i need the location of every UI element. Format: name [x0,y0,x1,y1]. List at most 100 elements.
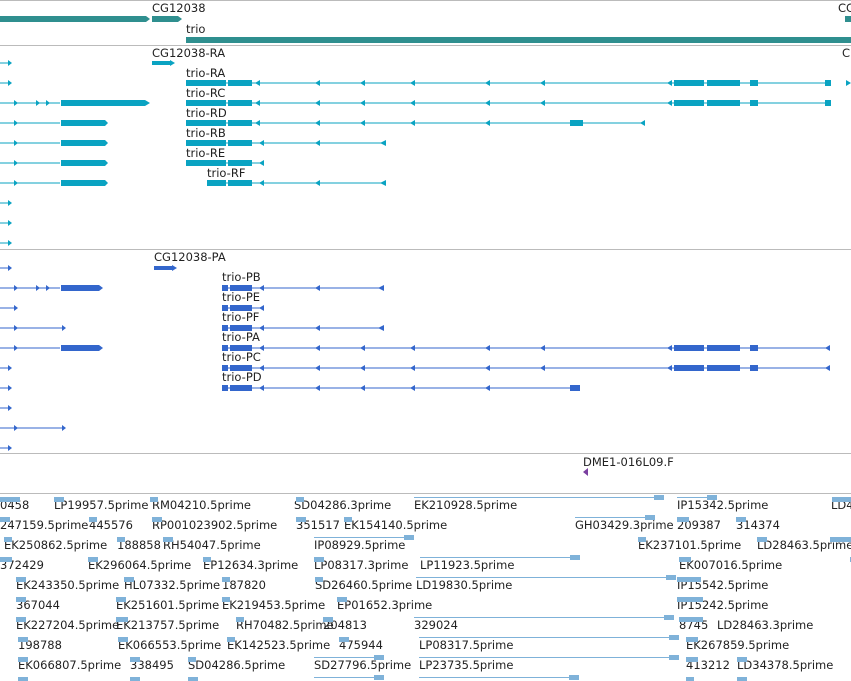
est-feature[interactable] [419,657,679,658]
est-feature-block[interactable] [669,635,679,640]
est-feature-block[interactable] [645,515,655,520]
est-feature[interactable] [757,537,767,542]
est-feature[interactable] [737,677,747,681]
est-feature[interactable] [16,577,26,582]
transcript-cg12038-ra[interactable] [152,60,175,66]
est-label: EP12634.3prime [203,558,298,572]
transcript-trio-ra[interactable] [186,80,851,86]
est-feature[interactable] [16,597,26,602]
est-feature-block[interactable] [374,675,384,680]
est-feature[interactable] [152,517,162,522]
gene-feature[interactable] [845,16,851,22]
est-feature[interactable] [188,677,198,681]
est-feature[interactable] [416,577,676,578]
est-feature-block[interactable] [404,535,414,540]
est-feature[interactable] [337,597,347,602]
est-feature[interactable] [679,557,691,562]
est-feature[interactable] [188,657,196,662]
est-feature[interactable] [414,497,664,498]
est-feature[interactable] [18,677,28,681]
est-feature[interactable] [679,617,703,622]
transcript-trio-rf[interactable] [207,180,386,186]
protein-trio-pb[interactable] [222,285,384,291]
est-feature[interactable] [677,597,703,602]
transcript-trio-rc[interactable] [186,100,831,106]
est-feature[interactable] [116,597,126,602]
protein-trio-pd[interactable] [222,385,580,391]
est-feature[interactable] [419,677,579,678]
est-feature[interactable] [124,577,134,582]
est-feature-block[interactable] [669,655,679,660]
est-feature[interactable] [0,517,10,522]
transcript-trio-re[interactable] [186,160,264,166]
est-feature[interactable] [323,617,333,622]
est-feature[interactable] [236,617,244,622]
est-feature[interactable] [677,577,701,582]
est-feature[interactable] [830,537,851,542]
est-feature[interactable] [88,557,98,562]
est-feature-block[interactable] [666,575,676,580]
est-feature-block[interactable] [654,495,664,500]
est-feature[interactable] [89,517,97,522]
est-feature[interactable] [419,637,679,638]
est-feature[interactable] [314,657,384,658]
est-feature[interactable] [296,497,304,502]
est-feature[interactable] [832,497,851,502]
est-feature[interactable] [222,597,230,602]
est-feature[interactable] [686,657,698,662]
est-feature[interactable] [339,637,349,642]
protein-trio-pe[interactable] [222,305,264,311]
est-feature[interactable] [677,517,689,522]
transcript-trio-rd[interactable] [186,120,645,126]
est-feature[interactable] [344,517,352,522]
est-feature[interactable] [575,517,655,518]
est-feature[interactable] [4,537,12,542]
est-feature[interactable] [314,557,324,562]
est-feature[interactable] [54,497,64,502]
transcript-left-stubs[interactable] [0,60,150,246]
est-feature[interactable] [118,637,128,642]
est-feature[interactable] [420,557,580,558]
est-feature-block[interactable] [664,615,674,620]
est-feature-block[interactable] [707,495,717,500]
est-feature[interactable] [150,497,158,502]
est-feature[interactable] [163,537,173,542]
est-feature[interactable] [116,617,128,622]
gene-feature[interactable] [0,16,146,22]
protein-cg12038-pa[interactable] [154,265,177,271]
est-feature[interactable] [203,557,211,562]
est-feature[interactable] [736,517,746,522]
est-feature-block[interactable] [569,675,579,680]
est-feature[interactable] [315,577,323,582]
est-feature[interactable] [314,677,384,678]
est-feature[interactable] [686,637,698,642]
est-feature[interactable] [130,657,140,662]
est-feature[interactable] [222,577,230,582]
est-feature[interactable] [16,617,26,622]
est-feature[interactable] [414,617,674,618]
est-feature[interactable] [296,517,306,522]
gene-feature[interactable] [186,37,851,43]
est-feature[interactable] [686,677,694,681]
est-feature[interactable] [638,537,646,542]
est-feature-block[interactable] [374,655,384,660]
protein-trio-pc[interactable] [222,365,830,371]
protein-trio-pa[interactable] [222,345,830,351]
est-feature[interactable] [737,657,747,662]
est-feature-block[interactable] [570,555,580,560]
est-feature[interactable] [677,497,717,498]
est-feature[interactable] [314,537,414,538]
protein-trio-pf[interactable] [222,325,384,331]
est-feature[interactable] [227,637,235,642]
est-feature[interactable] [18,637,28,642]
est-feature[interactable] [0,497,20,502]
protein-left-stubs[interactable] [0,265,103,451]
clone-feature[interactable] [583,468,588,476]
est-feature[interactable] [18,657,28,662]
gene-feature[interactable] [152,16,178,22]
transcript-trio-rb[interactable] [186,140,386,146]
est-feature[interactable] [117,537,125,542]
est-feature[interactable] [130,677,140,681]
est-feature[interactable] [0,557,12,562]
